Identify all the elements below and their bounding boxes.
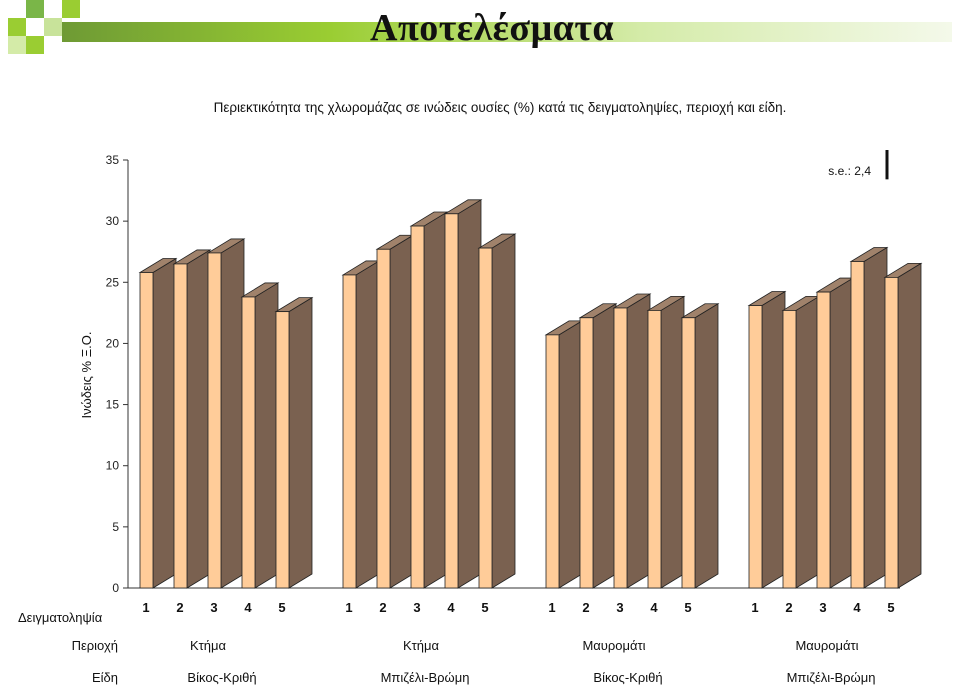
x-tick-label: 1 bbox=[142, 600, 149, 615]
y-tick-label: 5 bbox=[112, 520, 119, 534]
decorative-square-5 bbox=[26, 36, 44, 54]
bar-side bbox=[457, 199, 482, 589]
bar-side bbox=[389, 234, 414, 589]
bar-side bbox=[355, 260, 380, 589]
bar-side bbox=[829, 277, 854, 589]
x-tick-label: 5 bbox=[481, 600, 488, 615]
decorative-square-3 bbox=[44, 18, 62, 36]
bar bbox=[545, 334, 560, 589]
x-tick-label: 4 bbox=[853, 600, 861, 615]
y-axis-label: Ινώδεις % Ξ.Ο. bbox=[79, 331, 94, 418]
x-tick-label: 3 bbox=[616, 600, 623, 615]
bar-side bbox=[592, 303, 617, 589]
decorative-square-4 bbox=[62, 0, 80, 18]
species-label: Μπιζέλι-Βρώμη bbox=[787, 670, 876, 685]
bar-side bbox=[254, 282, 279, 589]
bar-side bbox=[897, 262, 922, 589]
bar bbox=[884, 276, 899, 589]
decorative-square-1 bbox=[8, 18, 26, 36]
bar-side bbox=[491, 233, 516, 589]
row-label-species: Είδη bbox=[92, 670, 118, 685]
bar bbox=[579, 317, 594, 589]
x-tick-label: 2 bbox=[379, 600, 386, 615]
x-tick-label: 4 bbox=[650, 600, 658, 615]
bar bbox=[410, 225, 425, 589]
bar bbox=[613, 307, 628, 589]
chart-title: Περιεκτικότητα της χλωρομάζας σε ινώδεις… bbox=[214, 100, 787, 115]
region-label: Κτήμα bbox=[190, 638, 227, 653]
bar-side bbox=[626, 293, 651, 589]
bar-side bbox=[423, 211, 448, 589]
x-tick-label: 2 bbox=[785, 600, 792, 615]
x-tick-label: 1 bbox=[548, 600, 555, 615]
bar bbox=[342, 274, 357, 589]
bar-side bbox=[558, 320, 583, 589]
x-tick-label: 5 bbox=[278, 600, 285, 615]
bar bbox=[241, 296, 256, 589]
bar bbox=[850, 261, 865, 589]
y-tick-label: 10 bbox=[106, 459, 120, 473]
row-label-region: Περιοχή bbox=[72, 638, 118, 653]
bar-side bbox=[863, 246, 888, 589]
x-tick-label: 3 bbox=[210, 600, 217, 615]
x-tick-label: 4 bbox=[447, 600, 455, 615]
bar bbox=[376, 248, 391, 589]
bar-side bbox=[694, 303, 719, 589]
species-label: Βίκος-Κριθή bbox=[593, 670, 662, 685]
y-tick-label: 0 bbox=[112, 581, 119, 595]
bar bbox=[782, 310, 797, 589]
region-label: Κτήμα bbox=[403, 638, 440, 653]
y-tick-label: 35 bbox=[106, 153, 120, 167]
decorative-square-2 bbox=[26, 0, 44, 18]
bar bbox=[444, 213, 459, 589]
x-tick-label: 1 bbox=[345, 600, 352, 615]
x-tick-label: 5 bbox=[887, 600, 894, 615]
region-label: Μαυρομάτι bbox=[582, 638, 645, 653]
x-tick-label: 4 bbox=[244, 600, 252, 615]
row-label-sampling: Δειγματοληψία bbox=[18, 610, 103, 625]
bar bbox=[207, 252, 222, 589]
x-tick-label: 2 bbox=[176, 600, 183, 615]
header-gradient-bar bbox=[62, 22, 952, 42]
bar bbox=[748, 305, 763, 589]
bar bbox=[681, 317, 696, 589]
bar bbox=[275, 311, 290, 589]
bar bbox=[173, 263, 188, 589]
bar bbox=[139, 272, 154, 589]
species-label: Μπιζέλι-Βρώμη bbox=[381, 670, 470, 685]
bar-side bbox=[186, 249, 211, 589]
bar bbox=[647, 310, 662, 589]
slide-title: Αποτελέσματα bbox=[370, 7, 615, 49]
bar bbox=[478, 247, 493, 589]
bar bbox=[816, 291, 831, 589]
y-tick-label: 15 bbox=[106, 398, 120, 412]
y-tick-label: 30 bbox=[106, 214, 120, 228]
y-tick-label: 25 bbox=[106, 275, 120, 289]
x-tick-label: 2 bbox=[582, 600, 589, 615]
bar-side bbox=[761, 290, 786, 589]
x-tick-label: 5 bbox=[684, 600, 691, 615]
y-tick-label: 20 bbox=[106, 336, 120, 350]
region-label: Μαυρομάτι bbox=[795, 638, 858, 653]
species-label: Βίκος-Κριθή bbox=[187, 670, 256, 685]
se-label: s.e.: 2,4 bbox=[828, 164, 871, 178]
decorative-square-6 bbox=[8, 36, 26, 54]
bar-side bbox=[152, 257, 177, 589]
x-tick-label: 3 bbox=[819, 600, 826, 615]
bar-side bbox=[795, 295, 820, 589]
x-tick-label: 3 bbox=[413, 600, 420, 615]
x-tick-label: 1 bbox=[751, 600, 758, 615]
bar-side bbox=[660, 295, 685, 589]
bar-side bbox=[220, 238, 245, 589]
bar-side bbox=[288, 296, 313, 589]
